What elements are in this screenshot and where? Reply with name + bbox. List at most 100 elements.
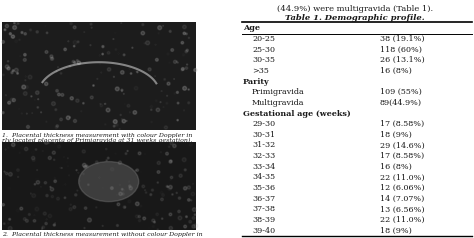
- Text: 31-32: 31-32: [252, 141, 275, 149]
- Circle shape: [73, 45, 75, 47]
- Circle shape: [56, 125, 58, 127]
- Circle shape: [121, 89, 123, 91]
- Text: 26 (13.1%): 26 (13.1%): [380, 56, 425, 64]
- Circle shape: [11, 143, 15, 146]
- Circle shape: [138, 219, 141, 222]
- Circle shape: [24, 54, 26, 56]
- Text: 16 (8%): 16 (8%): [380, 67, 412, 75]
- Circle shape: [56, 71, 57, 72]
- Circle shape: [107, 51, 110, 54]
- Circle shape: [76, 60, 78, 61]
- Circle shape: [107, 68, 111, 71]
- Circle shape: [115, 87, 119, 91]
- Circle shape: [46, 32, 48, 34]
- Text: 2.  Placental thickness measurement without colour Doppler in: 2. Placental thickness measurement witho…: [2, 232, 202, 237]
- Circle shape: [178, 197, 181, 199]
- Circle shape: [43, 212, 46, 215]
- Text: 25-30: 25-30: [252, 46, 275, 54]
- Circle shape: [73, 26, 76, 29]
- Circle shape: [3, 223, 5, 224]
- Circle shape: [156, 108, 160, 112]
- Circle shape: [106, 148, 107, 150]
- Circle shape: [188, 89, 189, 90]
- Circle shape: [154, 221, 155, 223]
- Circle shape: [73, 119, 76, 123]
- Circle shape: [17, 169, 19, 171]
- Circle shape: [145, 190, 146, 191]
- Circle shape: [143, 217, 146, 220]
- Circle shape: [44, 182, 46, 184]
- Circle shape: [123, 206, 126, 208]
- Circle shape: [122, 193, 124, 195]
- Circle shape: [2, 74, 4, 76]
- Circle shape: [74, 194, 77, 196]
- Circle shape: [125, 153, 127, 154]
- Circle shape: [55, 126, 58, 129]
- Circle shape: [162, 218, 163, 219]
- Circle shape: [50, 188, 54, 191]
- Circle shape: [165, 152, 168, 155]
- Circle shape: [76, 99, 79, 102]
- Text: 30-35: 30-35: [252, 56, 275, 64]
- Circle shape: [52, 102, 55, 106]
- Text: 18 (9%): 18 (9%): [380, 131, 412, 139]
- Circle shape: [18, 23, 19, 24]
- Circle shape: [106, 160, 107, 161]
- Circle shape: [32, 194, 36, 198]
- Circle shape: [45, 222, 47, 225]
- Text: 14 (7.07%): 14 (7.07%): [380, 195, 424, 203]
- Circle shape: [56, 89, 58, 92]
- Circle shape: [45, 140, 48, 144]
- Circle shape: [169, 160, 172, 163]
- Circle shape: [82, 103, 84, 104]
- Text: 16 (8%): 16 (8%): [380, 163, 412, 171]
- Text: Gestational age (weeks): Gestational age (weeks): [243, 109, 351, 118]
- Circle shape: [162, 194, 164, 196]
- Circle shape: [136, 202, 139, 206]
- Circle shape: [93, 85, 94, 86]
- Circle shape: [2, 112, 4, 114]
- Text: Age: Age: [243, 24, 260, 32]
- Circle shape: [57, 93, 60, 96]
- Text: 17 (8.58%): 17 (8.58%): [380, 152, 424, 160]
- Text: 29-30: 29-30: [252, 120, 275, 128]
- Circle shape: [116, 124, 118, 126]
- Circle shape: [132, 47, 133, 48]
- Circle shape: [117, 224, 118, 227]
- Text: 22 (11.0%): 22 (11.0%): [380, 174, 425, 181]
- Text: 36-37: 36-37: [252, 195, 275, 203]
- Circle shape: [136, 71, 137, 72]
- Circle shape: [36, 91, 39, 94]
- Circle shape: [73, 206, 76, 208]
- Circle shape: [70, 97, 73, 100]
- Circle shape: [176, 192, 177, 193]
- Circle shape: [82, 163, 86, 167]
- Circle shape: [164, 79, 165, 80]
- Circle shape: [155, 58, 158, 61]
- Circle shape: [84, 207, 87, 209]
- Circle shape: [53, 224, 55, 226]
- Circle shape: [121, 188, 123, 190]
- Circle shape: [158, 26, 162, 30]
- Circle shape: [142, 185, 145, 188]
- Circle shape: [102, 45, 104, 48]
- Circle shape: [182, 86, 187, 90]
- Circle shape: [54, 141, 56, 143]
- Text: 118 (60%): 118 (60%): [380, 46, 422, 54]
- Circle shape: [163, 25, 164, 26]
- Circle shape: [31, 96, 32, 97]
- Circle shape: [184, 225, 187, 228]
- Circle shape: [185, 33, 187, 35]
- Text: Table 1. Demographic profile.: Table 1. Demographic profile.: [285, 14, 425, 22]
- Circle shape: [25, 147, 28, 151]
- Circle shape: [136, 215, 139, 218]
- Bar: [2, 142, 196, 230]
- Circle shape: [34, 183, 36, 185]
- Ellipse shape: [79, 162, 139, 202]
- Circle shape: [8, 61, 9, 62]
- Circle shape: [26, 219, 28, 222]
- Circle shape: [194, 214, 196, 215]
- Circle shape: [64, 48, 66, 51]
- Text: 34-35: 34-35: [252, 174, 275, 181]
- Circle shape: [46, 194, 48, 197]
